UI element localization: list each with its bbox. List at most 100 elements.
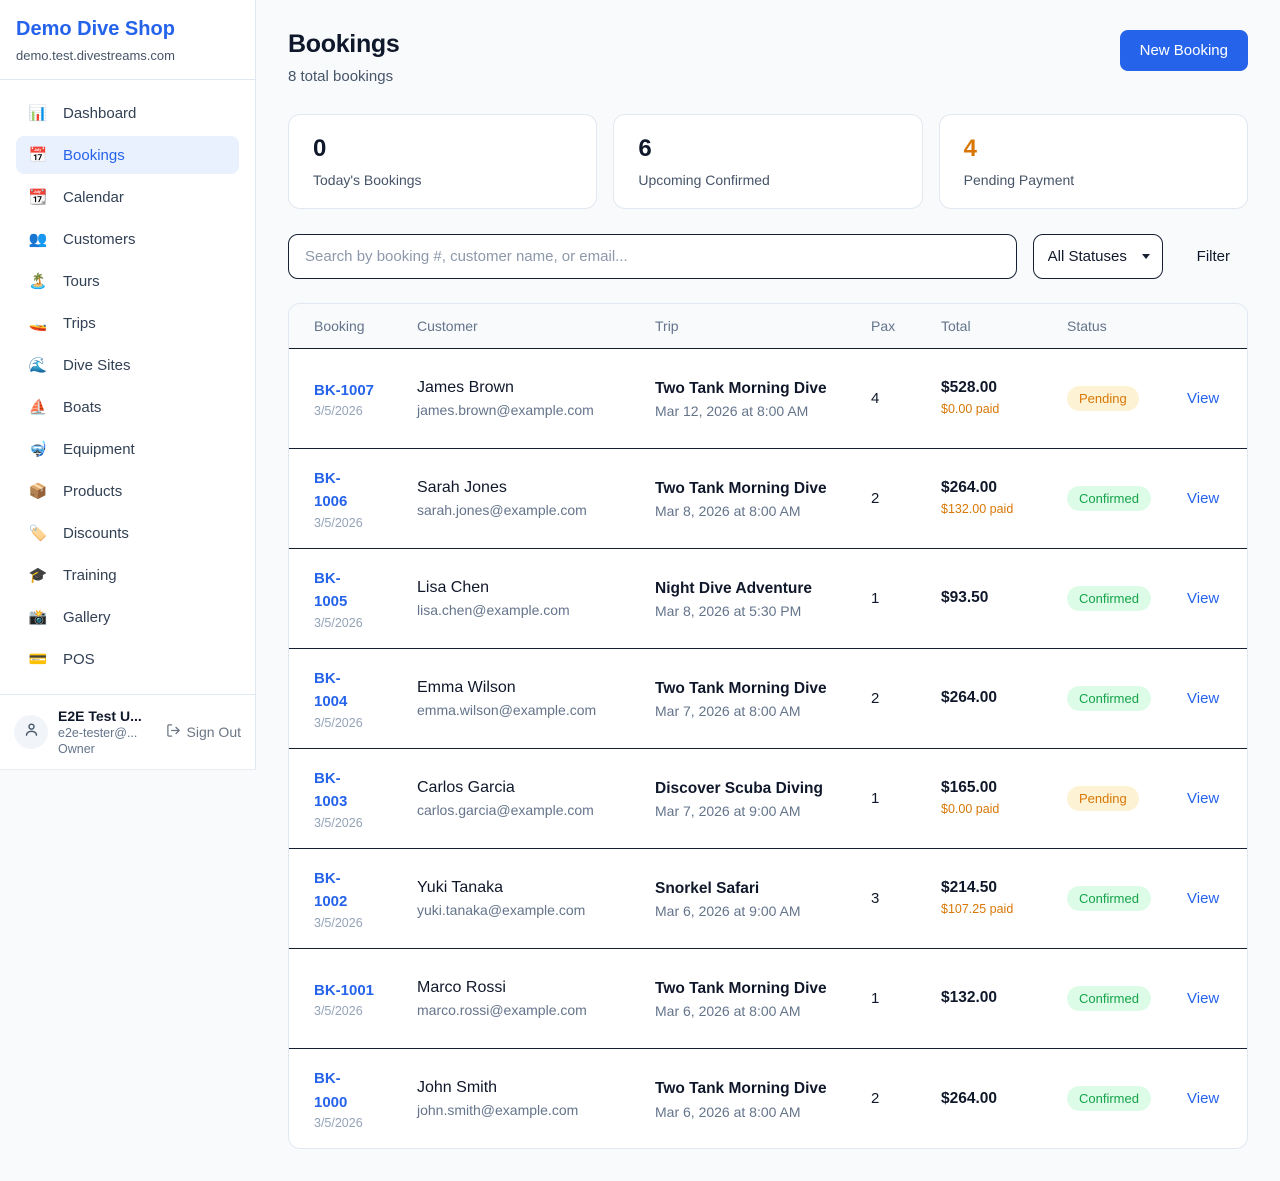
action-cell: View <box>1171 448 1247 548</box>
status-cell: Confirmed <box>1051 648 1171 748</box>
view-link[interactable]: View <box>1187 889 1220 907</box>
status-badge: Pending <box>1067 785 1139 811</box>
total-amount: $264.00 <box>941 689 998 707</box>
sidebar-item-bookings[interactable]: 📅 Bookings <box>16 136 239 174</box>
table-row: BK- 1000 3/5/2026 John Smith john.smith@exam… <box>289 1048 1247 1148</box>
view-link[interactable]: View <box>1187 689 1220 707</box>
tag-icon: 🏷️ <box>28 525 48 542</box>
search-input[interactable] <box>288 233 1017 279</box>
sidebar-item-label: Boats <box>63 398 102 416</box>
action-cell: View <box>1171 848 1247 948</box>
sidebar-item-discounts[interactable]: 🏷️ Discounts <box>16 514 239 552</box>
sidebar-item-label: Calendar <box>63 188 124 206</box>
status-badge: Confirmed <box>1067 685 1151 711</box>
total-amount: $93.50 <box>941 589 989 607</box>
customer-email: lisa.chen@example.com <box>417 601 570 618</box>
status-cell: Pending <box>1051 348 1171 448</box>
sidebar-item-calendar[interactable]: 📆 Calendar <box>16 178 239 216</box>
table-body: BK-1007 3/5/2026 James Brown james.brown@ex… <box>289 348 1247 1148</box>
sidebar-item-customers[interactable]: 👥 Customers <box>16 220 239 258</box>
stat-card-upcoming-confirmed: 6 Upcoming Confirmed <box>613 114 923 209</box>
table-row: BK-1007 3/5/2026 James Brown james.brown@ex… <box>289 348 1247 449</box>
customer-name: Marco Rossi <box>417 978 506 996</box>
status-badge: Confirmed <box>1067 885 1151 911</box>
sidebar-item-gallery[interactable]: 📸 Gallery <box>16 598 239 636</box>
status-cell: Confirmed <box>1051 848 1171 948</box>
customer-cell: Yuki Tanaka yuki.tanaka@example.com <box>401 848 639 948</box>
booking-link[interactable]: BK- 1005 <box>314 570 348 611</box>
table-row: BK- 1005 3/5/2026 Lisa Chen lisa.chen@exampl… <box>289 548 1247 649</box>
trip-cell: Two Tank Morning Dive Mar 6, 2026 at 8:00… <box>639 948 855 1048</box>
customer-name: James Brown <box>417 378 514 396</box>
trip-name: Two Tank Morning Dive <box>655 380 827 398</box>
view-link[interactable]: View <box>1187 789 1220 807</box>
customer-email: james.brown@example.com <box>417 401 594 418</box>
booking-date: 3/5/2026 <box>314 1115 363 1130</box>
customer-email: marco.rossi@example.com <box>417 1001 587 1018</box>
table-row: BK- 1003 3/5/2026 Carlos Garcia carlos.garci… <box>289 748 1247 849</box>
booking-cell: BK- 1005 3/5/2026 <box>289 548 401 648</box>
sign-out-button[interactable]: Sign Out <box>166 723 241 741</box>
pax-value: 2 <box>871 1090 880 1108</box>
stat-label: Pending Payment <box>963 171 1075 188</box>
wave-icon: 🌊 <box>28 357 48 374</box>
sidebar-item-products[interactable]: 📦 Products <box>16 472 239 510</box>
package-icon: 📦 <box>28 483 48 500</box>
filter-button[interactable]: Filter <box>1179 240 1248 273</box>
total-cell: $93.50 <box>925 548 1051 648</box>
sidebar-item-pos[interactable]: 💳 POS <box>16 640 239 678</box>
sidebar-item-equipment[interactable]: 🤿 Equipment <box>16 430 239 468</box>
trip-name: Snorkel Safari <box>655 880 760 898</box>
diving-mask-icon: 🤿 <box>28 441 48 458</box>
booking-link[interactable]: BK- 1002 <box>314 870 348 911</box>
column-header-booking: Booking <box>289 303 401 349</box>
customer-name: Lisa Chen <box>417 578 490 596</box>
total-cell: $214.50 $107.25 paid <box>925 848 1051 948</box>
booking-link[interactable]: BK-1001 <box>314 981 375 999</box>
status-select[interactable]: All Statuses <box>1032 233 1163 279</box>
avatar <box>14 715 48 749</box>
column-header-customer: Customer <box>401 303 639 349</box>
stat-value: 6 <box>638 135 652 162</box>
column-header-pax: Pax <box>855 303 925 349</box>
booking-cell: BK-1001 3/5/2026 <box>289 948 401 1048</box>
booking-link[interactable]: BK- 1006 <box>314 470 348 511</box>
trip-name: Night Dive Adventure <box>655 580 813 598</box>
pax-value: 1 <box>871 589 880 607</box>
trip-cell: Two Tank Morning Dive Mar 7, 2026 at 8:00… <box>639 648 855 748</box>
pax-cell: 2 <box>855 448 925 548</box>
island-icon: 🏝️ <box>28 273 48 290</box>
speedboat-icon: 🚤 <box>28 315 48 332</box>
booking-link[interactable]: BK- 1000 <box>314 1070 348 1111</box>
main-content: Bookings 8 total bookings New Booking 0 … <box>256 0 1280 1181</box>
stat-card-pending-payment: 4 Pending Payment <box>938 114 1248 209</box>
sidebar-item-dashboard[interactable]: 📊 Dashboard <box>16 94 239 132</box>
view-link[interactable]: View <box>1187 489 1220 507</box>
trip-cell: Two Tank Morning Dive Mar 6, 2026 at 8:00… <box>639 1048 855 1148</box>
booking-link[interactable]: BK- 1004 <box>314 670 348 711</box>
view-link[interactable]: View <box>1187 989 1220 1007</box>
stat-value: 0 <box>313 135 327 162</box>
sidebar-item-boats[interactable]: ⛵ Boats <box>16 388 239 426</box>
status-select-wrap: All Statuses <box>1032 233 1163 279</box>
trip-datetime: Mar 7, 2026 at 8:00 AM <box>655 703 801 720</box>
credit-card-icon: 💳 <box>28 651 48 668</box>
sidebar-item-tours[interactable]: 🏝️ Tours <box>16 262 239 300</box>
sidebar-item-trips[interactable]: 🚤 Trips <box>16 304 239 342</box>
new-booking-button[interactable]: New Booking <box>1119 30 1248 71</box>
stats-row: 0 Today's Bookings 6 Upcoming Confirmed … <box>288 114 1248 209</box>
column-header-trip: Trip <box>639 303 855 349</box>
view-link[interactable]: View <box>1187 1090 1220 1108</box>
customer-name: Carlos Garcia <box>417 778 515 796</box>
booking-link[interactable]: BK- 1003 <box>314 770 348 811</box>
view-link[interactable]: View <box>1187 389 1220 407</box>
pax-value: 1 <box>871 789 880 807</box>
view-link[interactable]: View <box>1187 589 1220 607</box>
sidebar-item-training[interactable]: 🎓 Training <box>16 556 239 594</box>
booking-link[interactable]: BK-1007 <box>314 381 375 399</box>
table-row: BK- 1004 3/5/2026 Emma Wilson emma.wilson@ex… <box>289 648 1247 749</box>
sidebar-item-dive-sites[interactable]: 🌊 Dive Sites <box>16 346 239 384</box>
sidebar-item-label: Discounts <box>63 524 129 542</box>
total-cell: $264.00 <box>925 1048 1051 1148</box>
table-row: BK- 1006 3/5/2026 Sarah Jones sarah.jones@ex… <box>289 448 1247 549</box>
